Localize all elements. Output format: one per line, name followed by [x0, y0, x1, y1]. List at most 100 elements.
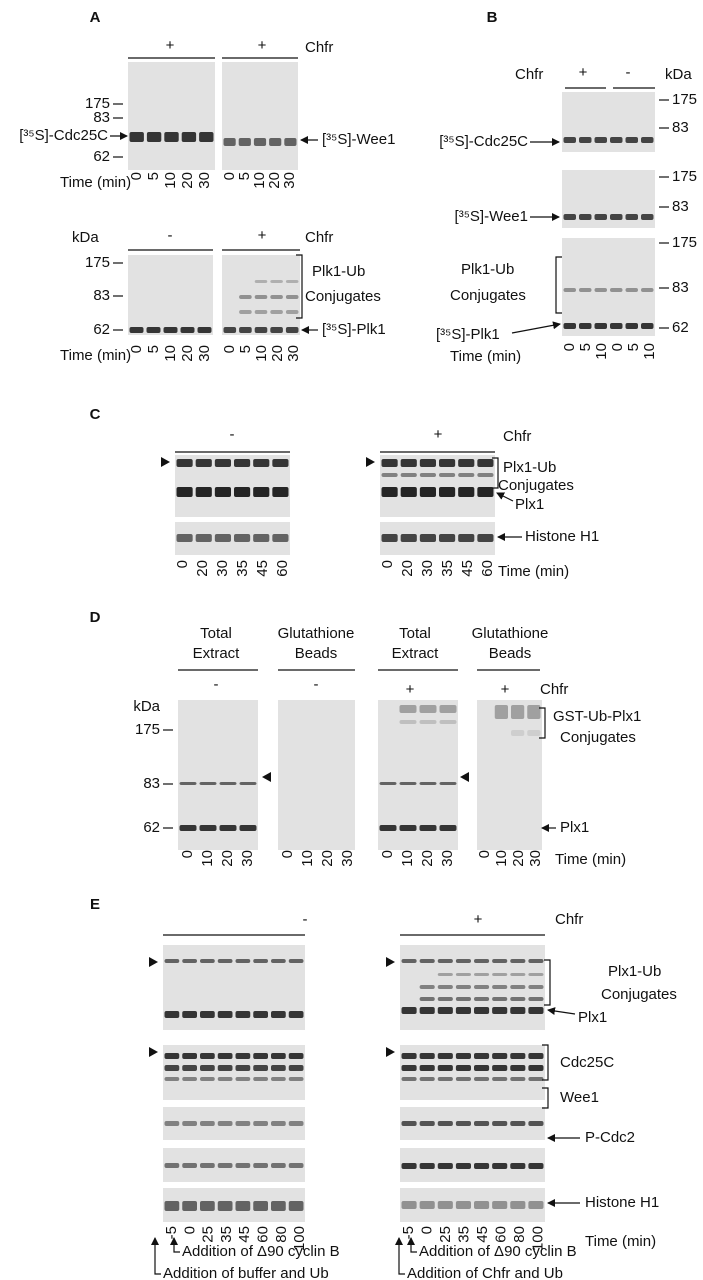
gel [477, 700, 542, 850]
band [401, 1163, 417, 1169]
treatment: + [406, 681, 415, 698]
time-label: 5 [145, 172, 162, 180]
band [455, 973, 471, 976]
marker-label: 83 [672, 198, 689, 215]
marker-label: 83 [672, 119, 689, 136]
band [400, 459, 417, 467]
treatment: + [501, 681, 510, 698]
marker-label: 83 [93, 287, 110, 304]
band [379, 825, 397, 831]
band [234, 459, 251, 467]
band [492, 973, 508, 976]
band [492, 1121, 508, 1126]
band [510, 1007, 526, 1014]
time-label: 0 [609, 343, 626, 351]
band [180, 327, 195, 333]
time-label: 20 [179, 345, 196, 362]
time-label: 45 [236, 1226, 253, 1243]
time-label: 45 [459, 560, 476, 577]
time-label: 0 [181, 1226, 198, 1234]
band [419, 487, 436, 497]
column-header: Extract [392, 645, 440, 662]
band [437, 997, 453, 1001]
band [176, 487, 193, 497]
band [419, 705, 437, 713]
band [399, 720, 417, 724]
substrate-label: [³⁵S]-Plk1 [436, 326, 500, 343]
band [288, 1121, 304, 1126]
band [288, 959, 304, 963]
band [163, 327, 178, 333]
band-label: Cdc25C [560, 1054, 614, 1071]
treatment: + [258, 37, 267, 54]
time-label: 30 [285, 345, 302, 362]
band [437, 985, 453, 989]
column-header: Beads [489, 645, 532, 662]
band [253, 1163, 268, 1168]
panel-letter: D [90, 609, 101, 626]
band [223, 138, 236, 146]
band [419, 1007, 435, 1014]
time-label: 100 [529, 1226, 546, 1251]
band [437, 1077, 453, 1081]
time-label: 10 [593, 343, 610, 360]
band [439, 487, 456, 497]
band [253, 487, 270, 497]
band [492, 1065, 508, 1071]
gel [562, 170, 655, 228]
time-label: 20 [510, 850, 527, 867]
band [182, 1065, 197, 1071]
band [641, 214, 654, 220]
band [199, 132, 214, 142]
band [527, 705, 541, 719]
treatment: + [434, 426, 443, 443]
band [217, 959, 233, 963]
marker-label: 175 [135, 721, 160, 738]
band [641, 323, 654, 329]
time-label: 100 [291, 1226, 308, 1251]
marker-label: 175 [672, 91, 697, 108]
band [474, 1163, 490, 1169]
band [235, 1121, 251, 1126]
condition: Chfr [540, 681, 568, 698]
band [176, 459, 193, 467]
band [288, 1053, 304, 1059]
time-label: 10 [162, 172, 179, 189]
band [563, 137, 576, 143]
band-label: Conjugates [450, 287, 526, 304]
arrowhead [366, 457, 375, 467]
band [439, 825, 457, 831]
time-label: 10 [299, 850, 316, 867]
substrate-label: [³⁵S]-Cdc25C [19, 127, 108, 144]
band [437, 1007, 453, 1014]
band [492, 1201, 508, 1209]
time-label: 45 [474, 1226, 491, 1243]
band [492, 997, 508, 1001]
band [271, 1065, 286, 1071]
band [455, 1007, 471, 1014]
band [563, 288, 576, 292]
annotation: Addition of Chfr and Ub [407, 1265, 563, 1280]
band [253, 1201, 268, 1211]
marker-label: 175 [672, 168, 697, 185]
time-axis-label: Time (min) [585, 1233, 656, 1250]
arrowhead [386, 1047, 395, 1057]
band [285, 295, 299, 299]
time-label: 10 [199, 850, 216, 867]
band [492, 1053, 508, 1059]
band [528, 973, 544, 976]
band [200, 1077, 215, 1081]
band [455, 1077, 471, 1081]
time-label: 30 [239, 850, 256, 867]
band [455, 1065, 471, 1071]
band [528, 1007, 544, 1014]
time-label: 20 [194, 560, 211, 577]
time-label: 20 [399, 560, 416, 577]
gel [380, 522, 495, 555]
time-label: 10 [251, 172, 268, 189]
band [181, 132, 197, 142]
band [455, 1053, 471, 1059]
band [217, 1163, 233, 1168]
band [197, 327, 212, 333]
